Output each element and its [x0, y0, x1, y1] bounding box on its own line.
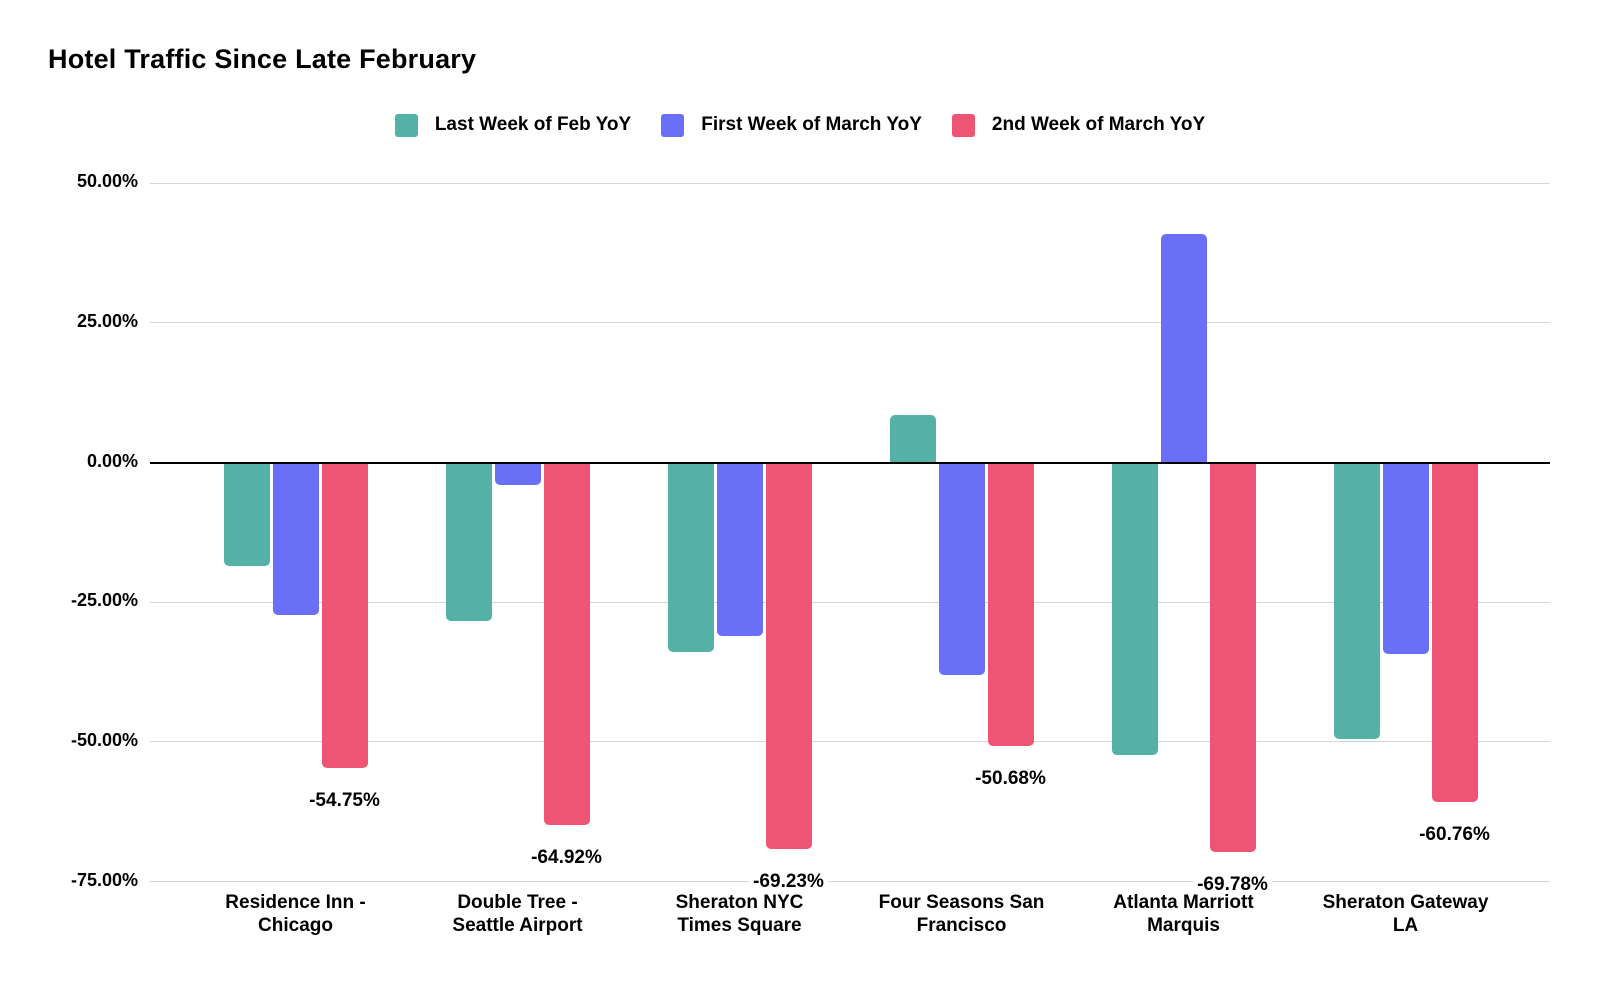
- category-label: Double Tree - Seattle Airport: [402, 891, 634, 937]
- gridline: [150, 881, 1550, 883]
- bar-2nd-week-of-march: [1431, 462, 1478, 802]
- bar-last-week-of-feb: [667, 462, 714, 652]
- bar-value-label: -54.75%: [265, 790, 425, 813]
- bar-value-label: -69.23%: [709, 871, 869, 894]
- y-axis-tick-label: -25.00%: [70, 590, 138, 611]
- category-label-line: Double Tree -: [457, 892, 578, 913]
- y-axis-tick-label: 25.00%: [76, 310, 138, 331]
- bar-first-week-of-march: [1160, 233, 1207, 463]
- legend-item-2nd-week-march: 2nd Week of March YoY: [951, 113, 1206, 137]
- category-label-line: Sheraton Gateway: [1322, 892, 1489, 913]
- bar-value-label: -64.92%: [487, 847, 647, 870]
- category-label: Residence Inn - Chicago: [180, 891, 412, 937]
- bar-2nd-week-of-march: [765, 462, 812, 850]
- gridline: [150, 741, 1550, 743]
- bar-first-week-of-march: [938, 462, 985, 676]
- category-label-line: LA: [1392, 915, 1419, 936]
- bar-value-label-text: -69.23%: [749, 871, 828, 894]
- y-axis-tick-label: -50.00%: [70, 729, 138, 750]
- bar-last-week-of-feb: [445, 462, 492, 622]
- legend-label: Last Week of Feb YoY: [434, 114, 632, 135]
- bar-last-week-of-feb: [889, 415, 936, 463]
- bar-value-label-text: -64.92%: [527, 847, 606, 870]
- bar-value-label: -69.78%: [1153, 874, 1313, 897]
- bar-2nd-week-of-march: [543, 462, 590, 826]
- category-label: Sheraton Gateway LA: [1290, 891, 1522, 937]
- bar-first-week-of-march: [272, 462, 319, 616]
- y-axis-tick-label: 0.00%: [86, 450, 138, 471]
- gridline: [150, 322, 1550, 324]
- legend-swatch-teal: [394, 113, 418, 137]
- category-label-line: Four Seasons San: [878, 892, 1045, 913]
- legend-swatch-red: [951, 113, 975, 137]
- chart-title: Hotel Traffic Since Late February: [48, 44, 477, 74]
- category-label-line: Chicago: [258, 915, 333, 936]
- bar-first-week-of-march: [1382, 462, 1429, 654]
- bar-last-week-of-feb: [1111, 462, 1158, 756]
- bar-2nd-week-of-march: [987, 462, 1034, 746]
- category-label-line: Residence Inn -: [225, 892, 366, 913]
- category-label-line: Atlanta Marriott: [1113, 892, 1254, 913]
- category-label: Sheraton NYC Times Square: [624, 891, 856, 937]
- legend-item-last-week-feb: Last Week of Feb YoY: [394, 113, 632, 137]
- zero-axis-line: [150, 461, 1550, 464]
- category-label: Atlanta Marriott Marquis: [1068, 891, 1300, 937]
- bar-2nd-week-of-march: [321, 462, 368, 769]
- bar-last-week-of-feb: [223, 462, 270, 566]
- bar-first-week-of-march: [716, 462, 763, 637]
- bar-value-label-text: -50.68%: [971, 767, 1050, 790]
- y-axis-tick-label: -75.00%: [70, 869, 138, 890]
- category-label-line: Francisco: [916, 915, 1007, 936]
- category-label: Four Seasons San Francisco: [846, 891, 1078, 937]
- bar-value-label: -60.76%: [1375, 823, 1535, 846]
- bar-value-label-text: -60.76%: [1415, 823, 1494, 846]
- bar-2nd-week-of-march: [1209, 462, 1256, 853]
- chart-legend: Last Week of Feb YoY First Week of March…: [0, 104, 1600, 146]
- legend-item-first-week-march: First Week of March YoY: [661, 113, 922, 137]
- bar-last-week-of-feb: [1333, 462, 1380, 739]
- category-label-line: Times Square: [677, 915, 802, 936]
- category-label-line: Sheraton NYC: [675, 892, 804, 913]
- category-label-line: Seattle Airport: [452, 915, 583, 936]
- gridline: [150, 601, 1550, 603]
- category-label-line: Marquis: [1147, 915, 1220, 936]
- legend-swatch-blue: [661, 113, 685, 137]
- bar-value-label-text: -54.75%: [305, 790, 384, 813]
- bar-first-week-of-march: [494, 462, 541, 486]
- gridline: [150, 182, 1550, 184]
- bar-value-label-text: -69.78%: [1193, 874, 1272, 897]
- y-axis-tick-label: 50.00%: [76, 171, 138, 192]
- bar-value-label: -50.68%: [931, 767, 1091, 790]
- legend-label: First Week of March YoY: [701, 114, 922, 135]
- legend-label: 2nd Week of March YoY: [991, 114, 1206, 135]
